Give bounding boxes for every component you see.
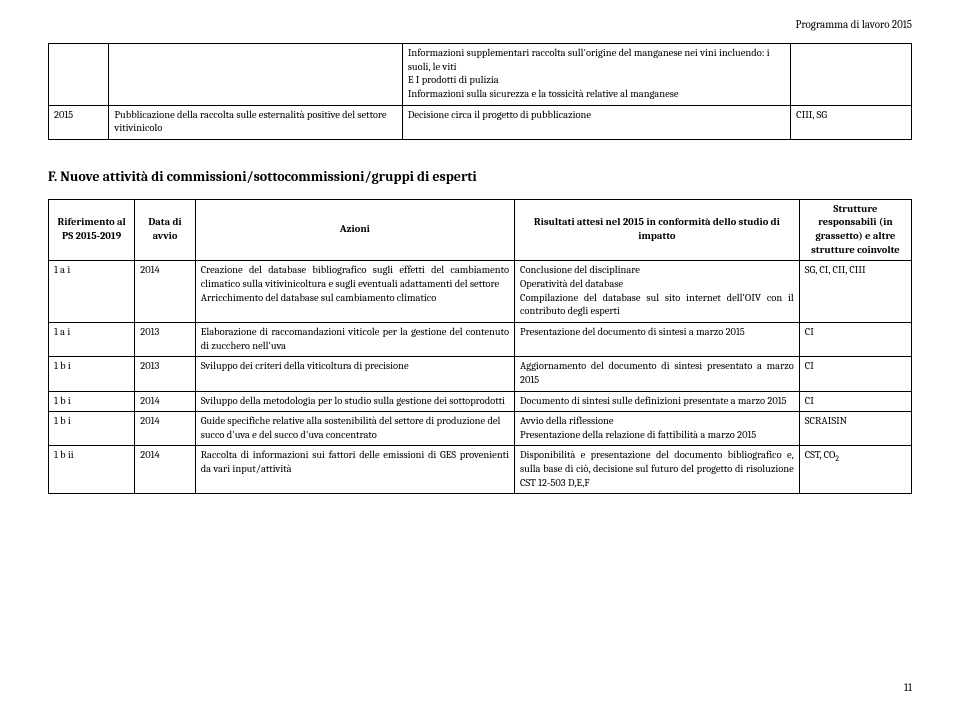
table-row: 1 a i 2013 Elaborazione di raccomandazio… xyxy=(49,322,912,356)
text: CST, CO xyxy=(805,449,836,461)
page-header: Programma di lavoro 2015 xyxy=(48,18,912,31)
col-results: Risultati attesi nel 2015 in conformità … xyxy=(515,199,800,261)
table-row: 2015 Pubblicazione della raccolta sulle … xyxy=(49,105,912,139)
cell-struct: CI xyxy=(799,322,911,356)
col-actions: Azioni xyxy=(195,199,514,261)
table-row: 1 b i 2013 Sviluppo dei criteri della vi… xyxy=(49,357,912,391)
cell-date: 2013 xyxy=(135,357,195,391)
table-externalities: Informazioni supplementari raccolta sull… xyxy=(48,43,912,140)
table-row: 1 b ii 2014 Raccolta di informazioni sui… xyxy=(49,446,912,494)
table-row: 1 a i 2014 Creazione del database biblio… xyxy=(49,261,912,323)
text: Compilazione del database sul sito inter… xyxy=(520,292,794,319)
cell-struct: CIII, SG xyxy=(791,105,912,139)
subscript: 2 xyxy=(835,455,839,464)
cell-ref: 1 b i xyxy=(49,412,135,446)
text: Presentazione della relazione di fattibi… xyxy=(520,429,794,443)
cell-ref: 1 b i xyxy=(49,357,135,391)
cell-struct: SG, CI, CII, CIII xyxy=(799,261,911,323)
cell-info: Informazioni supplementari raccolta sull… xyxy=(402,44,790,106)
table-row: Informazioni supplementari raccolta sull… xyxy=(49,44,912,106)
cell-date: 2014 xyxy=(135,391,195,412)
cell-struct: SCRAISIN xyxy=(799,412,911,446)
cell-actions: Elaborazione di raccomandazioni viticole… xyxy=(195,322,514,356)
col-struct: Strutture responsabili (in grassetto) e … xyxy=(799,199,911,261)
cell-actions: Guide specifiche relative alla sostenibi… xyxy=(195,412,514,446)
text: Arricchimento del database sul cambiamen… xyxy=(201,292,509,306)
col-ref: Riferimento al PS 2015-2019 xyxy=(49,199,135,261)
cell-empty xyxy=(109,44,402,106)
cell-actions: Sviluppo dei criteri della viticoltura d… xyxy=(195,357,514,391)
cell-actions: Raccolta di informazioni sui fattori del… xyxy=(195,446,514,494)
cell-actions: Creazione del database bibliografico sug… xyxy=(195,261,514,323)
cell-date: 2014 xyxy=(135,412,195,446)
section-heading: F. Nuove attività di commissioni/sottoco… xyxy=(48,168,912,185)
cell-year: 2015 xyxy=(49,105,109,139)
cell-actions: Sviluppo della metodologia per lo studio… xyxy=(195,391,514,412)
text: Operatività del database xyxy=(520,278,794,292)
cell-struct: CST, CO2 xyxy=(799,446,911,494)
text: Informazioni sulla sicurezza e la tossic… xyxy=(408,88,785,102)
text: Avvio della riflessione xyxy=(520,415,794,429)
cell-empty xyxy=(791,44,912,106)
cell-results: Presentazione del documento di sintesi a… xyxy=(515,322,800,356)
cell-results: Avvio della riflessione Presentazione de… xyxy=(515,412,800,446)
cell-ref: 1 a i xyxy=(49,261,135,323)
cell-ref: 1 a i xyxy=(49,322,135,356)
text: Informazioni supplementari raccolta sull… xyxy=(408,47,785,74)
cell-struct: CI xyxy=(799,391,911,412)
page-number: 11 xyxy=(904,681,912,694)
cell-date: 2014 xyxy=(135,261,195,323)
text: Conclusione del disciplinare xyxy=(520,264,794,278)
table-row: 1 b i 2014 Guide specifiche relative all… xyxy=(49,412,912,446)
cell-ref: 1 b ii xyxy=(49,446,135,494)
table-activities: Riferimento al PS 2015-2019 Data di avvi… xyxy=(48,199,912,495)
cell-results: Disponibilità e presentazione del docume… xyxy=(515,446,800,494)
cell-action: Pubblicazione della raccolta sulle ester… xyxy=(109,105,402,139)
cell-date: 2013 xyxy=(135,322,195,356)
table-header-row: Riferimento al PS 2015-2019 Data di avvi… xyxy=(49,199,912,261)
col-date: Data di avvio xyxy=(135,199,195,261)
cell-ref: 1 b i xyxy=(49,391,135,412)
cell-struct: CI xyxy=(799,357,911,391)
cell-date: 2014 xyxy=(135,446,195,494)
table-row: 1 b i 2014 Sviluppo della metodologia pe… xyxy=(49,391,912,412)
text: Creazione del database bibliografico sug… xyxy=(201,264,509,291)
cell-empty xyxy=(49,44,109,106)
cell-results: Aggiornamento del documento di sintesi p… xyxy=(515,357,800,391)
cell-result: Decisione circa il progetto di pubblicaz… xyxy=(402,105,790,139)
text: E I prodotti di pulizia xyxy=(408,74,785,88)
cell-results: Conclusione del disciplinare Operatività… xyxy=(515,261,800,323)
cell-results: Documento di sintesi sulle definizioni p… xyxy=(515,391,800,412)
